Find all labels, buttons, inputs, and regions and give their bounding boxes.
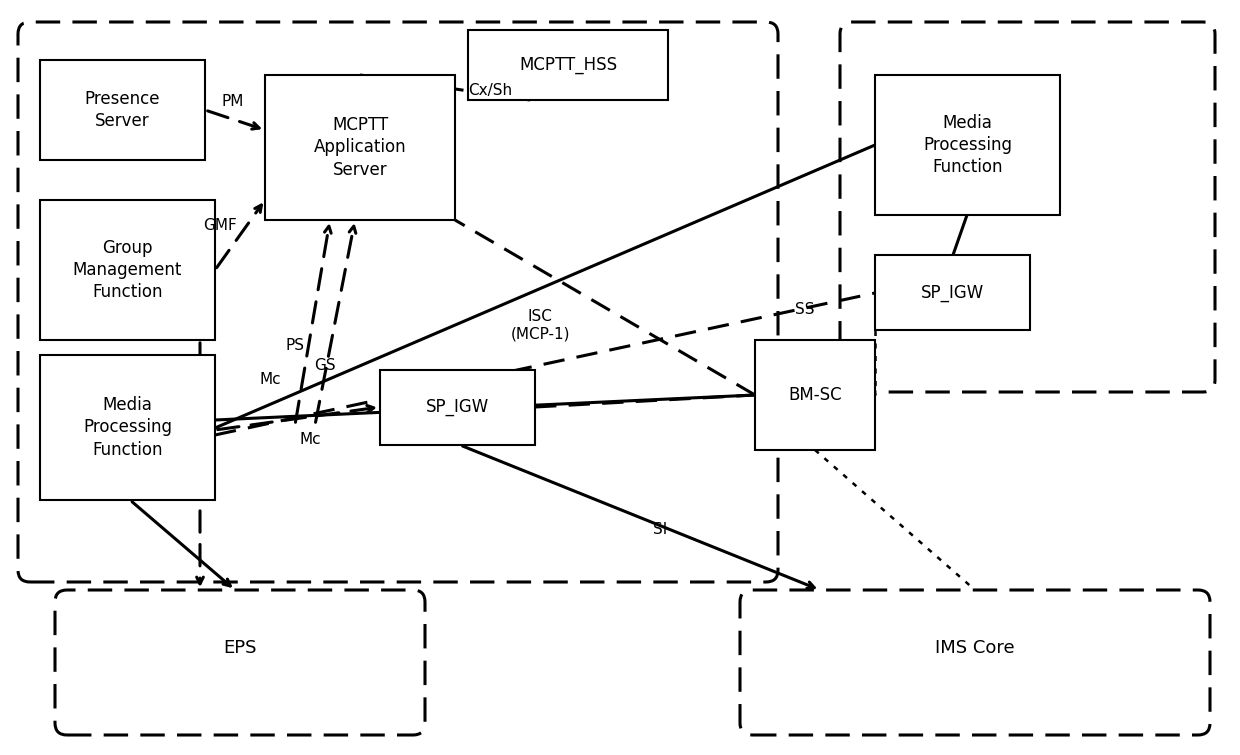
Text: MCPTT_HSS: MCPTT_HSS xyxy=(518,56,618,74)
Bar xyxy=(40,60,205,160)
Bar xyxy=(467,30,668,100)
Bar xyxy=(40,200,215,340)
FancyBboxPatch shape xyxy=(55,590,425,735)
Text: BM-SC: BM-SC xyxy=(789,386,842,404)
Text: Media
Processing
Function: Media Processing Function xyxy=(83,396,172,459)
Text: PM: PM xyxy=(222,94,244,109)
Text: GS: GS xyxy=(314,358,336,372)
Text: EPS: EPS xyxy=(223,639,257,657)
Text: SI: SI xyxy=(653,522,667,538)
Text: SP_IGW: SP_IGW xyxy=(921,283,985,301)
Text: PS: PS xyxy=(285,337,305,353)
Text: MCPTT
Application
Server: MCPTT Application Server xyxy=(314,116,407,179)
Text: GMF: GMF xyxy=(203,217,237,233)
Bar xyxy=(379,370,534,445)
Text: Cx/Sh: Cx/Sh xyxy=(467,82,512,97)
Bar xyxy=(755,340,875,450)
Text: ISC
(MCP-1): ISC (MCP-1) xyxy=(510,309,569,341)
Text: IMS Core: IMS Core xyxy=(935,639,1014,657)
FancyBboxPatch shape xyxy=(740,590,1210,735)
FancyBboxPatch shape xyxy=(19,22,777,582)
Bar xyxy=(875,255,1030,330)
Bar xyxy=(40,355,215,500)
Text: Mc: Mc xyxy=(299,433,321,448)
Text: Media
Processing
Function: Media Processing Function xyxy=(923,114,1012,176)
Text: SS: SS xyxy=(795,303,815,318)
Text: SP_IGW: SP_IGW xyxy=(425,399,489,417)
Text: Presence
Server: Presence Server xyxy=(84,90,160,130)
Text: Mc: Mc xyxy=(259,372,280,387)
Text: Group
Management
Function: Group Management Function xyxy=(73,239,182,301)
FancyBboxPatch shape xyxy=(839,22,1215,392)
Bar xyxy=(265,75,455,220)
Bar xyxy=(875,75,1060,215)
